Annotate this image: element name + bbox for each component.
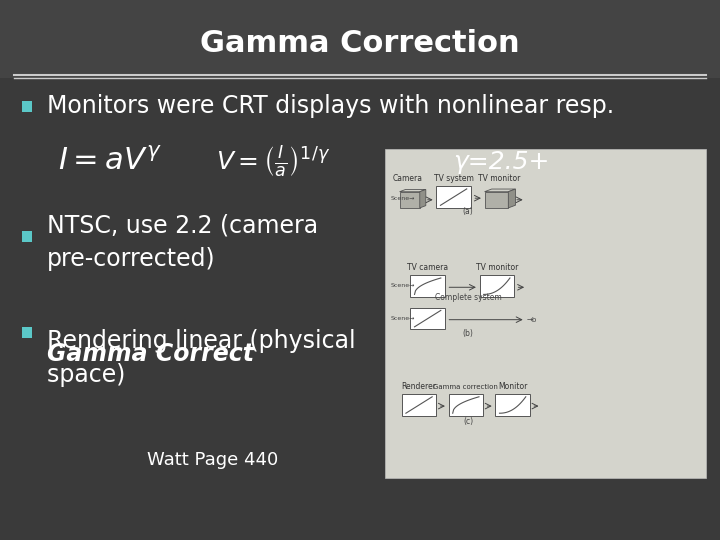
Text: $V = \left(\frac{I}{a}\right)^{1/\gamma}$: $V = \left(\frac{I}{a}\right)^{1/\gamma}… <box>216 145 330 179</box>
Polygon shape <box>485 189 516 192</box>
Text: →b: →b <box>527 316 537 323</box>
Text: Monitor: Monitor <box>498 382 527 391</box>
Text: NTSC, use 2.2 (camera
pre-corrected): NTSC, use 2.2 (camera pre-corrected) <box>47 213 318 271</box>
FancyBboxPatch shape <box>495 394 530 416</box>
Text: Renderer: Renderer <box>401 382 436 391</box>
Text: Camera: Camera <box>392 174 423 183</box>
Text: TV system: TV system <box>433 174 474 183</box>
FancyBboxPatch shape <box>0 0 720 78</box>
Text: Monitors were CRT displays with nonlinear resp.: Monitors were CRT displays with nonlinea… <box>47 94 614 118</box>
Text: $I = aV^{\gamma}$: $I = aV^{\gamma}$ <box>58 146 161 178</box>
Text: TV monitor: TV monitor <box>479 174 521 183</box>
Polygon shape <box>400 192 420 208</box>
FancyBboxPatch shape <box>449 394 483 416</box>
FancyBboxPatch shape <box>22 101 32 112</box>
Polygon shape <box>485 192 508 208</box>
Text: γ=2.5+: γ=2.5+ <box>454 150 550 174</box>
FancyBboxPatch shape <box>436 186 471 208</box>
Polygon shape <box>508 189 516 208</box>
Text: TV camera: TV camera <box>407 263 449 272</box>
Text: TV monitor: TV monitor <box>476 263 518 272</box>
FancyBboxPatch shape <box>410 308 445 329</box>
Polygon shape <box>420 190 426 208</box>
Text: Scene→: Scene→ <box>390 284 415 288</box>
Text: Scene→: Scene→ <box>390 196 415 201</box>
Text: Watt Page 440: Watt Page 440 <box>147 451 278 469</box>
FancyBboxPatch shape <box>410 275 445 297</box>
Text: Gamma Correct: Gamma Correct <box>47 342 254 366</box>
Text: Complete system: Complete system <box>435 293 501 302</box>
FancyBboxPatch shape <box>480 275 514 297</box>
Text: (b): (b) <box>462 329 474 338</box>
FancyBboxPatch shape <box>402 394 436 416</box>
Text: Scene→: Scene→ <box>390 316 415 321</box>
Text: Rendering linear (physical
space): Rendering linear (physical space) <box>47 329 356 387</box>
Text: (a): (a) <box>463 207 473 217</box>
Polygon shape <box>400 190 426 192</box>
FancyBboxPatch shape <box>385 148 706 478</box>
Text: (c): (c) <box>463 417 473 426</box>
FancyBboxPatch shape <box>22 231 32 242</box>
Text: Gamma correction: Gamma correction <box>433 384 498 390</box>
Text: Gamma Correction: Gamma Correction <box>200 29 520 58</box>
FancyBboxPatch shape <box>22 327 32 338</box>
